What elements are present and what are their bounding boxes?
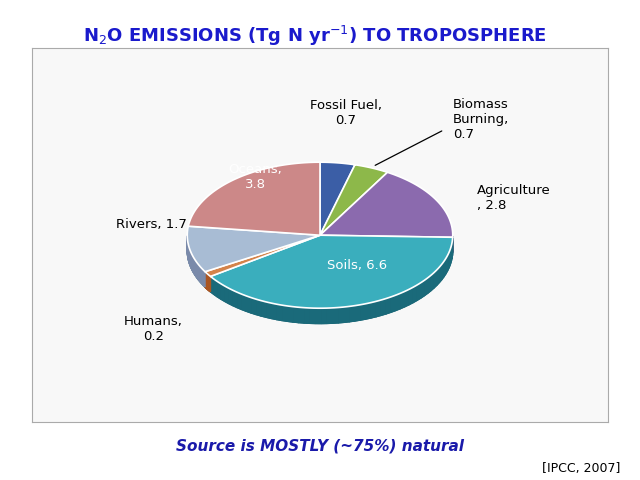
Text: Oceans,
3.8: Oceans, 3.8: [228, 163, 282, 192]
Polygon shape: [217, 281, 221, 299]
Polygon shape: [349, 306, 355, 322]
Polygon shape: [276, 304, 282, 321]
Polygon shape: [445, 256, 447, 274]
Polygon shape: [332, 308, 338, 323]
Polygon shape: [304, 308, 310, 324]
Polygon shape: [214, 279, 217, 297]
Polygon shape: [327, 308, 332, 324]
Polygon shape: [242, 294, 246, 312]
Polygon shape: [251, 298, 256, 314]
Polygon shape: [282, 305, 287, 321]
Polygon shape: [293, 307, 299, 323]
Polygon shape: [201, 267, 202, 284]
Polygon shape: [261, 300, 266, 317]
Polygon shape: [205, 235, 320, 276]
Polygon shape: [436, 267, 439, 285]
Polygon shape: [271, 303, 276, 320]
Polygon shape: [439, 264, 442, 283]
Text: Source is MOSTLY (~75%) natural: Source is MOSTLY (~75%) natural: [176, 439, 464, 454]
Polygon shape: [386, 297, 391, 314]
Polygon shape: [391, 295, 396, 312]
Polygon shape: [417, 283, 420, 300]
Text: Fossil Fuel,
0.7: Fossil Fuel, 0.7: [310, 99, 381, 127]
Polygon shape: [225, 286, 228, 303]
Polygon shape: [413, 285, 417, 303]
Text: N$_2$O EMISSIONS (Tg N yr$^{-1}$) TO TROPOSPHERE: N$_2$O EMISSIONS (Tg N yr$^{-1}$) TO TRO…: [83, 24, 547, 48]
Polygon shape: [355, 305, 360, 321]
Polygon shape: [344, 306, 349, 323]
Text: Agriculture
, 2.8: Agriculture , 2.8: [477, 184, 550, 212]
Polygon shape: [449, 250, 450, 268]
Polygon shape: [233, 290, 237, 308]
Polygon shape: [266, 302, 271, 318]
Polygon shape: [400, 291, 404, 309]
Polygon shape: [188, 178, 452, 324]
Polygon shape: [434, 270, 436, 288]
Polygon shape: [188, 226, 320, 272]
Polygon shape: [428, 276, 431, 293]
Polygon shape: [204, 271, 205, 287]
Polygon shape: [320, 162, 355, 235]
Polygon shape: [299, 307, 304, 323]
Polygon shape: [321, 308, 327, 324]
Polygon shape: [431, 273, 434, 291]
Polygon shape: [404, 289, 409, 307]
Polygon shape: [202, 269, 203, 285]
Polygon shape: [376, 300, 381, 317]
Polygon shape: [203, 270, 204, 286]
Polygon shape: [424, 278, 428, 296]
Polygon shape: [381, 299, 386, 315]
Polygon shape: [338, 307, 344, 323]
Polygon shape: [371, 301, 376, 318]
Text: Humans,
0.2: Humans, 0.2: [124, 315, 182, 343]
Polygon shape: [221, 284, 225, 301]
Polygon shape: [451, 243, 452, 262]
Polygon shape: [188, 162, 320, 235]
Polygon shape: [211, 276, 214, 294]
Text: Biomass
Burning,
0.7: Biomass Burning, 0.7: [452, 98, 509, 141]
Polygon shape: [442, 262, 444, 280]
Polygon shape: [287, 306, 293, 322]
Polygon shape: [316, 308, 321, 324]
Text: [IPCC, 2007]: [IPCC, 2007]: [543, 462, 621, 475]
Polygon shape: [320, 172, 452, 237]
Text: Rivers, 1.7: Rivers, 1.7: [116, 218, 188, 231]
Polygon shape: [447, 252, 449, 271]
Polygon shape: [365, 303, 371, 319]
Polygon shape: [409, 288, 413, 305]
Polygon shape: [444, 259, 445, 277]
Polygon shape: [246, 296, 251, 313]
Polygon shape: [396, 293, 400, 311]
Polygon shape: [256, 299, 261, 316]
Text: Soils, 6.6: Soils, 6.6: [328, 259, 387, 272]
Polygon shape: [228, 288, 233, 306]
Polygon shape: [211, 235, 452, 308]
Polygon shape: [320, 165, 387, 235]
Polygon shape: [420, 280, 424, 298]
Polygon shape: [450, 247, 451, 265]
Polygon shape: [237, 292, 242, 310]
Polygon shape: [360, 304, 365, 320]
Polygon shape: [310, 308, 316, 324]
